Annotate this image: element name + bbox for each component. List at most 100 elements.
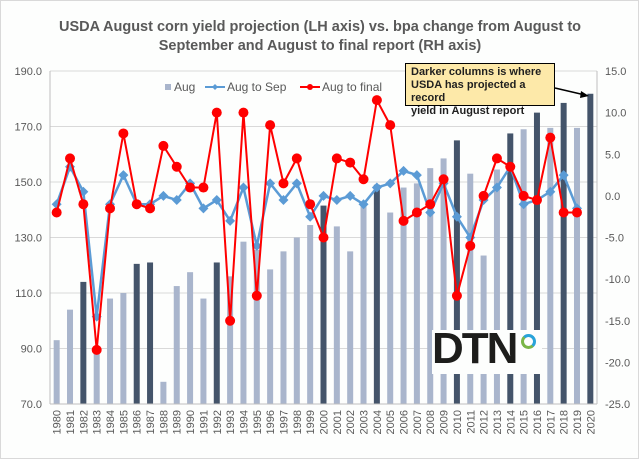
point-aug-to-sep	[545, 186, 556, 197]
bar-record-year	[213, 262, 220, 404]
x-axis-tick-label: 1989	[172, 410, 184, 434]
x-axis-tick-label: 2012	[479, 410, 491, 434]
point-aug-to-final	[118, 128, 129, 139]
legend: Aug Aug to Sep Aug to final	[165, 80, 382, 94]
x-axis-tick-label: 2020	[585, 410, 597, 434]
bar	[347, 251, 354, 404]
right-axis-tick-label: 15.0	[605, 66, 626, 78]
x-axis-tick-label: 2018	[559, 410, 571, 434]
point-aug-to-final	[291, 153, 302, 164]
line-aug-to-final	[55, 97, 577, 350]
chart-title-line-1: USDA August corn yield projection (LH ax…	[58, 19, 582, 35]
point-aug-to-final	[451, 290, 462, 301]
point-aug-to-final	[425, 199, 436, 210]
bar	[427, 168, 434, 404]
point-aug-to-sep	[158, 190, 169, 201]
legend-marker-aug-to-final	[307, 84, 313, 90]
bar	[67, 309, 74, 404]
bar	[360, 201, 367, 404]
point-aug-to-sep	[345, 190, 356, 201]
point-aug-to-final	[371, 95, 382, 106]
x-axis-tick-label: 1980	[52, 410, 64, 434]
bar-series-aug	[53, 93, 594, 404]
bar	[240, 241, 247, 404]
legend-marker-aug-to-sep	[212, 84, 218, 90]
bar-record-year	[373, 184, 380, 404]
point-aug-to-sep	[291, 178, 302, 189]
x-axis-tick-label: 1981	[65, 410, 77, 434]
line-aug-to-sep	[55, 163, 579, 317]
x-axis-tick-label: 1986	[132, 410, 144, 434]
point-aug-to-final	[331, 153, 342, 164]
point-aug-to-final	[385, 120, 396, 131]
right-axis-tick-label: -20.0	[605, 357, 630, 369]
dtn-logo-ring-icon	[521, 334, 536, 349]
bar	[227, 276, 234, 404]
bar	[187, 272, 194, 404]
right-axis-tick-label: -25.0	[605, 399, 630, 411]
bar	[200, 298, 207, 404]
bar	[547, 127, 554, 404]
legend-label-aug-to-final: Aug to final	[322, 80, 382, 94]
left-axis-tick-label: 130.0	[14, 233, 42, 245]
point-aug-to-sep	[118, 170, 129, 181]
point-aug-to-sep	[331, 195, 342, 206]
point-aug-to-final	[305, 199, 316, 210]
bar	[413, 183, 420, 404]
point-aug-to-sep	[305, 211, 316, 222]
point-aug-to-final	[78, 199, 89, 210]
point-aug-to-final	[198, 182, 209, 193]
left-axis-tick-label: 90.0	[21, 344, 42, 356]
x-axis-tick-label: 1997	[278, 410, 290, 434]
point-aug-to-final	[265, 120, 276, 131]
point-aug-to-sep	[198, 203, 209, 214]
bar	[53, 340, 60, 404]
right-axis-tick-label: -5.0	[605, 233, 624, 245]
point-aug-to-final	[398, 215, 409, 226]
legend-swatch-aug	[165, 84, 171, 90]
point-aug-to-final	[478, 190, 489, 201]
point-aug-to-sep	[225, 215, 236, 226]
line-series	[51, 95, 582, 355]
bar	[307, 225, 314, 404]
point-aug-to-sep	[411, 170, 422, 181]
point-aug-to-sep	[371, 182, 382, 193]
x-axis-tick-label: 2009	[439, 410, 451, 434]
bar	[160, 381, 167, 404]
point-aug-to-sep	[278, 195, 289, 206]
point-aug-to-final	[278, 178, 289, 189]
x-axis-tick-label: 2005	[385, 410, 397, 434]
chart-title-line-2: September and August to final report (RH…	[158, 38, 482, 54]
point-aug-to-final	[411, 207, 422, 218]
axes: 190.0 170.0 150.0 130.0 110.0 90.0 70.0 15.0 10.…	[14, 66, 630, 434]
bar-record-year	[320, 205, 327, 404]
bar-record-year	[587, 93, 594, 404]
point-aug-to-final	[571, 207, 582, 218]
x-axis-tick-label: 2002	[345, 410, 357, 434]
point-aug-to-final	[345, 157, 356, 168]
x-axis-tick-label: 1992	[212, 410, 224, 434]
point-aug-to-sep	[318, 190, 329, 201]
bar	[480, 255, 487, 404]
dtn-logo-text: DTN	[432, 324, 518, 373]
left-axis-tick-label: 70.0	[21, 399, 42, 411]
left-axis-tick-label: 170.0	[14, 122, 42, 134]
x-axis-tick-label: 1995	[252, 410, 264, 434]
x-axis-tick-label: 2004	[372, 410, 384, 434]
x-axis-tick-label: 2016	[532, 410, 544, 434]
bar	[573, 127, 580, 404]
legend-label-aug-to-sep: Aug to Sep	[227, 80, 287, 94]
x-axis-tick-label: 2013	[492, 410, 504, 434]
bar	[267, 269, 274, 404]
x-axis-tick-label: 1991	[198, 410, 210, 434]
x-axis-tick-label: 2007	[412, 410, 424, 434]
point-aug-to-final	[51, 207, 62, 218]
point-aug-to-final	[65, 153, 76, 164]
bar	[467, 173, 474, 404]
point-aug-to-final	[238, 107, 249, 118]
bar-record-year	[453, 140, 460, 404]
left-axis-tick-label: 110.0	[15, 288, 42, 300]
callout-arrow	[554, 87, 589, 98]
point-aug-to-sep	[251, 240, 262, 251]
